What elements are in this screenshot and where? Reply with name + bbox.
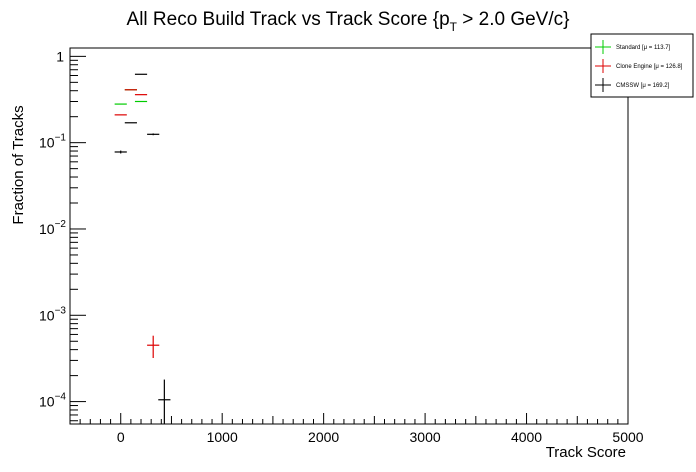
legend-entry: Standard [μ = 113.7] xyxy=(616,45,671,51)
x-tick-label: 1000 xyxy=(207,429,238,445)
y-tick-label: 1 xyxy=(56,48,64,64)
y-axis-ticks: 1 10−1 10−2 10−3 10−4 xyxy=(39,48,86,422)
y-axis-label: Fraction of Tracks xyxy=(10,105,27,224)
series-2 xyxy=(114,73,171,424)
series-0 xyxy=(114,89,148,105)
x-tick-label: 5000 xyxy=(612,429,643,445)
x-axis-ticks: 0 1000 2000 3000 4000 5000 xyxy=(69,413,644,445)
chart-title: All Reco Build Track vs Track Score {pT … xyxy=(127,9,570,34)
legend: Standard [μ = 113.7] Clone Engine [μ = 12… xyxy=(590,33,694,98)
plot-frame xyxy=(69,47,629,425)
x-tick-label: 3000 xyxy=(410,429,441,445)
y-tick-label: 10−3 xyxy=(39,305,66,323)
x-tick-label: 4000 xyxy=(511,429,542,445)
y-tick-label: 10−4 xyxy=(39,392,66,410)
data-points xyxy=(114,73,171,424)
y-tick-label: 10−1 xyxy=(39,133,66,151)
x-axis-label: Track Score xyxy=(546,444,626,461)
legend-entry: CMSSW [μ = 169.2] xyxy=(616,83,670,89)
x-tick-label: 0 xyxy=(117,429,125,445)
x-tick-label: 2000 xyxy=(308,429,339,445)
y-tick-label: 10−2 xyxy=(39,219,66,237)
legend-entry: Clone Engine [μ = 126.8] xyxy=(616,64,683,70)
series-1 xyxy=(114,89,160,358)
